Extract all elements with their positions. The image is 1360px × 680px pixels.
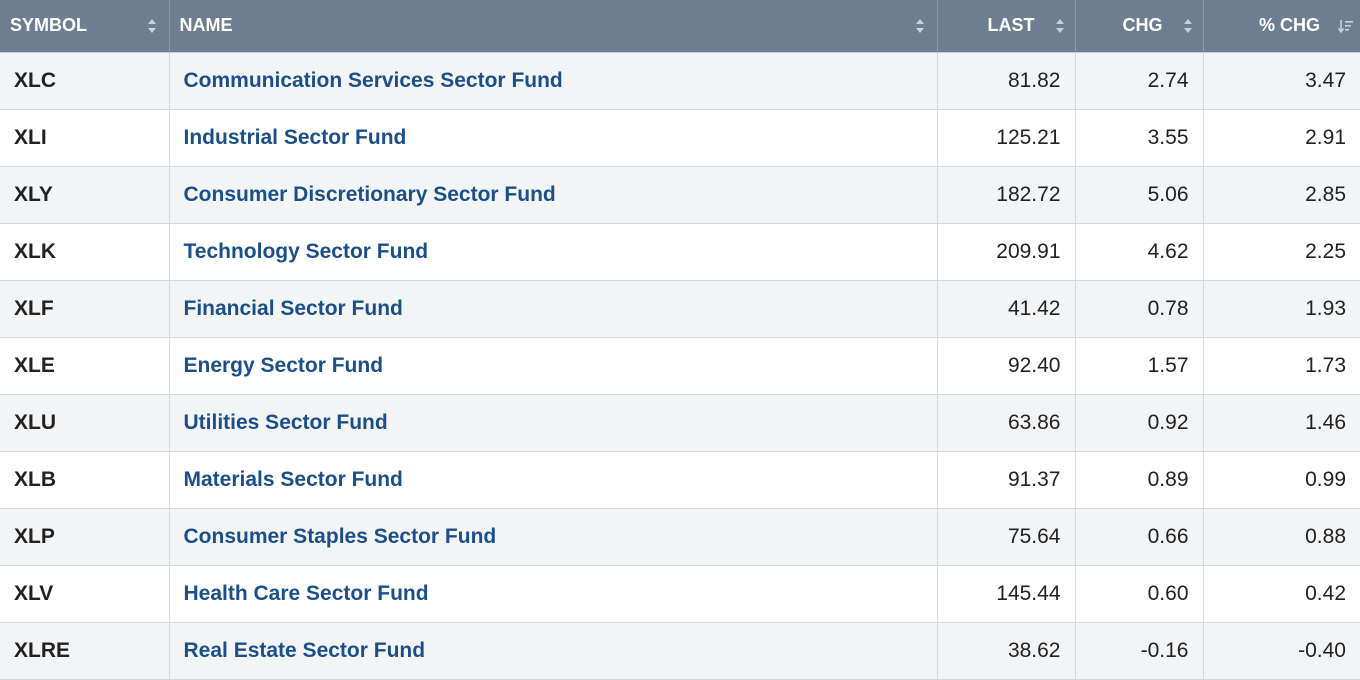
cell-last: 41.42: [937, 280, 1076, 338]
fund-name-link[interactable]: Utilities Sector Fund: [183, 410, 388, 434]
table-header-row: SYMBOL NAME LAST CHG: [0, 0, 1360, 53]
column-header-symbol[interactable]: SYMBOL: [0, 0, 170, 53]
cell-name: Materials Sector Fund: [169, 451, 938, 509]
cell-last: 182.72: [937, 166, 1076, 224]
cell-symbol: XLB: [0, 451, 170, 509]
cell-symbol: XLV: [0, 565, 170, 623]
fund-name-link[interactable]: Real Estate Sector Fund: [183, 638, 426, 662]
cell-last: 145.44: [937, 565, 1076, 623]
cell-chg: 5.06: [1075, 166, 1204, 224]
column-header-name[interactable]: NAME: [169, 0, 938, 53]
column-header-label: LAST: [987, 15, 1035, 36]
fund-name-link[interactable]: Health Care Sector Fund: [183, 581, 429, 605]
table-row: XLU Utilities Sector Fund 63.86 0.92 1.46: [0, 394, 1360, 452]
cell-pct-chg: 3.47: [1203, 52, 1360, 110]
cell-symbol: XLC: [0, 52, 170, 110]
fund-name-link[interactable]: Consumer Discretionary Sector Fund: [183, 182, 556, 206]
cell-last: 38.62: [937, 622, 1076, 680]
table-row: XLC Communication Services Sector Fund 81.…: [0, 52, 1360, 110]
column-header-chg[interactable]: CHG: [1075, 0, 1204, 53]
cell-chg: 4.62: [1075, 223, 1204, 281]
cell-last: 81.82: [937, 52, 1076, 110]
cell-name: Utilities Sector Fund: [169, 394, 938, 452]
cell-symbol: XLI: [0, 109, 170, 167]
column-header-label: % CHG: [1258, 15, 1320, 36]
table-row: XLE Energy Sector Fund 92.40 1.57 1.73: [0, 337, 1360, 395]
sort-updown-icon: [1055, 18, 1065, 34]
cell-pct-chg: 2.85: [1203, 166, 1360, 224]
cell-symbol: XLP: [0, 508, 170, 566]
cell-pct-chg: 1.93: [1203, 280, 1360, 338]
table-row: XLK Technology Sector Fund 209.91 4.62 2.25: [0, 223, 1360, 281]
fund-name-link[interactable]: Consumer Staples Sector Fund: [183, 524, 497, 548]
fund-name-link[interactable]: Technology Sector Fund: [183, 239, 429, 263]
cell-symbol: XLU: [0, 394, 170, 452]
table-row: XLV Health Care Sector Fund 145.44 0.60 0.42: [0, 565, 1360, 623]
cell-pct-chg: 0.42: [1203, 565, 1360, 623]
column-header-label: CHG: [1122, 15, 1163, 36]
cell-chg: 0.60: [1075, 565, 1204, 623]
cell-pct-chg: 2.25: [1203, 223, 1360, 281]
cell-name: Real Estate Sector Fund: [169, 622, 938, 680]
cell-name: Financial Sector Fund: [169, 280, 938, 338]
cell-last: 125.21: [937, 109, 1076, 167]
cell-symbol: XLRE: [0, 622, 170, 680]
cell-name: Energy Sector Fund: [169, 337, 938, 395]
cell-chg: 3.55: [1075, 109, 1204, 167]
cell-symbol: XLK: [0, 223, 170, 281]
cell-pct-chg: 2.91: [1203, 109, 1360, 167]
cell-last: 91.37: [937, 451, 1076, 509]
cell-last: 92.40: [937, 337, 1076, 395]
cell-name: Consumer Staples Sector Fund: [169, 508, 938, 566]
fund-name-link[interactable]: Financial Sector Fund: [183, 296, 403, 320]
cell-chg: -0.16: [1075, 622, 1204, 680]
sort-descending-icon: [1337, 18, 1354, 34]
column-header-label: NAME: [179, 15, 233, 36]
sort-updown-icon: [1183, 18, 1193, 34]
cell-last: 209.91: [937, 223, 1076, 281]
cell-symbol: XLY: [0, 166, 170, 224]
cell-chg: 1.57: [1075, 337, 1204, 395]
cell-chg: 0.78: [1075, 280, 1204, 338]
cell-name: Industrial Sector Fund: [169, 109, 938, 167]
table-row: XLP Consumer Staples Sector Fund 75.64 0.66…: [0, 508, 1360, 566]
cell-name: Communication Services Sector Fund: [169, 52, 938, 110]
cell-name: Consumer Discretionary Sector Fund: [169, 166, 938, 224]
cell-last: 63.86: [937, 394, 1076, 452]
cell-pct-chg: 0.99: [1203, 451, 1360, 509]
cell-pct-chg: 1.73: [1203, 337, 1360, 395]
table-row: XLF Financial Sector Fund 41.42 0.78 1.93: [0, 280, 1360, 338]
cell-chg: 0.92: [1075, 394, 1204, 452]
cell-last: 75.64: [937, 508, 1076, 566]
fund-name-link[interactable]: Communication Services Sector Fund: [183, 68, 563, 92]
fund-name-link[interactable]: Energy Sector Fund: [183, 353, 384, 377]
table-row: XLB Materials Sector Fund 91.37 0.89 0.99: [0, 451, 1360, 509]
table-row: XLRE Real Estate Sector Fund 38.62 -0.16 -0.…: [0, 622, 1360, 680]
fund-name-link[interactable]: Materials Sector Fund: [183, 467, 403, 491]
cell-symbol: XLF: [0, 280, 170, 338]
cell-pct-chg: 1.46: [1203, 394, 1360, 452]
column-header-label: SYMBOL: [10, 15, 88, 36]
cell-chg: 0.89: [1075, 451, 1204, 509]
cell-symbol: XLE: [0, 337, 170, 395]
cell-pct-chg: -0.40: [1203, 622, 1360, 680]
cell-name: Health Care Sector Fund: [169, 565, 938, 623]
sort-updown-icon: [915, 18, 925, 34]
column-header-last[interactable]: LAST: [937, 0, 1076, 53]
cell-name: Technology Sector Fund: [169, 223, 938, 281]
cell-pct-chg: 0.88: [1203, 508, 1360, 566]
fund-name-link[interactable]: Industrial Sector Fund: [183, 125, 407, 149]
column-header-pct-chg[interactable]: % CHG: [1203, 0, 1360, 53]
cell-chg: 0.66: [1075, 508, 1204, 566]
sort-updown-icon: [147, 18, 157, 34]
cell-chg: 2.74: [1075, 52, 1204, 110]
table-row: XLI Industrial Sector Fund 125.21 3.55 2.91: [0, 109, 1360, 167]
table-row: XLY Consumer Discretionary Sector Fund 182…: [0, 166, 1360, 224]
